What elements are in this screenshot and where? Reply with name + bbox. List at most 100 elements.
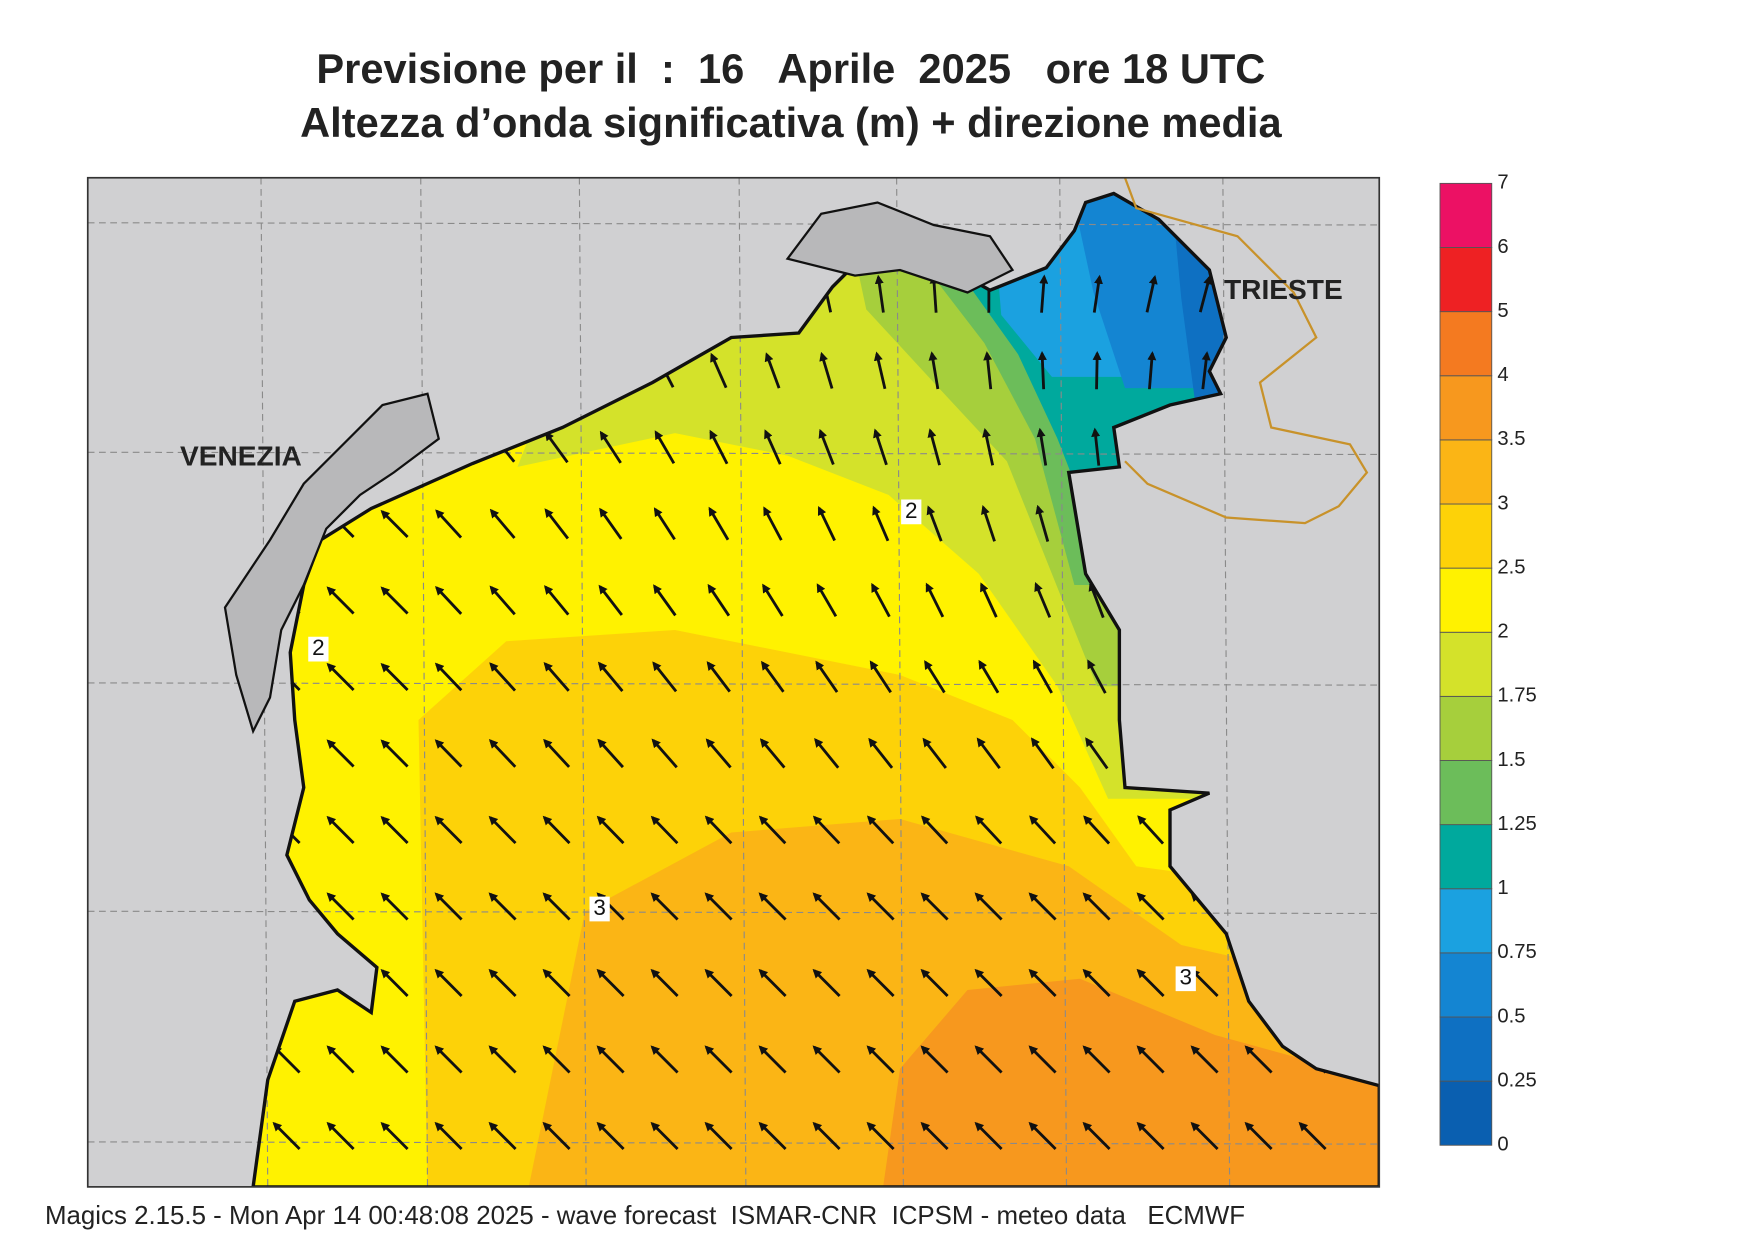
arrow bbox=[326, 1121, 355, 1150]
contour-label: 2 bbox=[312, 635, 325, 660]
arrow bbox=[814, 738, 840, 769]
colorbar-label: 5 bbox=[1497, 300, 1508, 322]
arrow bbox=[326, 1045, 355, 1074]
arrow bbox=[542, 968, 571, 997]
arrow bbox=[927, 428, 941, 466]
arrow bbox=[922, 737, 947, 769]
contour-label: 3 bbox=[593, 895, 606, 920]
arrow bbox=[596, 1121, 625, 1150]
lagoon bbox=[785, 201, 1015, 294]
arrow bbox=[1082, 968, 1111, 997]
arrow bbox=[815, 660, 839, 693]
arrow bbox=[758, 1045, 787, 1074]
arrow bbox=[764, 429, 782, 465]
arrow bbox=[920, 892, 949, 921]
colorbar-box bbox=[1439, 631, 1493, 697]
arrow bbox=[489, 508, 516, 539]
arrow bbox=[597, 738, 624, 769]
contour-label: 3 bbox=[1179, 965, 1192, 990]
arrow bbox=[434, 815, 463, 845]
arrow bbox=[652, 661, 678, 693]
arrow bbox=[326, 662, 355, 691]
colorbar-box bbox=[1439, 311, 1493, 377]
arrow bbox=[873, 351, 887, 390]
colorbar-label: 6 bbox=[1497, 236, 1508, 258]
colorbar-label: 2.5 bbox=[1497, 556, 1525, 578]
arrow bbox=[380, 662, 409, 691]
arrow bbox=[812, 1121, 841, 1150]
arrow bbox=[1091, 427, 1101, 466]
arrow bbox=[868, 737, 894, 769]
footer: Magics 2.15.5 - Mon Apr 14 00:48:08 2025… bbox=[45, 1202, 1245, 1230]
arrow bbox=[1136, 968, 1165, 997]
arrow bbox=[1145, 274, 1158, 313]
arrow bbox=[1082, 1121, 1111, 1150]
arrow bbox=[812, 892, 841, 921]
arrow bbox=[1034, 582, 1052, 618]
arrow bbox=[434, 662, 463, 692]
contour-label-box bbox=[1175, 966, 1196, 992]
arrow bbox=[1028, 1045, 1057, 1074]
arrow bbox=[762, 583, 784, 617]
arrow bbox=[488, 1045, 517, 1074]
arrow bbox=[1037, 351, 1047, 390]
colorbar-label: 0.5 bbox=[1497, 1005, 1525, 1027]
arrow bbox=[543, 738, 571, 768]
arrow bbox=[543, 661, 570, 692]
parallel bbox=[87, 910, 1380, 915]
arrow bbox=[763, 506, 783, 541]
arrow bbox=[596, 815, 625, 845]
arrow bbox=[488, 892, 517, 921]
parallel bbox=[87, 1141, 1380, 1145]
arrow bbox=[650, 1121, 679, 1150]
colorbar-label: 1.5 bbox=[1497, 749, 1525, 771]
lagoon bbox=[223, 392, 441, 735]
arrow bbox=[434, 1121, 463, 1150]
arrow bbox=[1039, 274, 1049, 313]
arrow bbox=[434, 968, 463, 997]
arrow bbox=[1036, 427, 1048, 466]
arrow bbox=[1029, 815, 1057, 845]
colorbar-label: 2 bbox=[1497, 621, 1508, 643]
arrow bbox=[653, 584, 677, 617]
arrow bbox=[1092, 274, 1103, 313]
wave-zone bbox=[883, 978, 1380, 1187]
colorbar-box bbox=[1439, 503, 1493, 569]
arrow bbox=[1028, 1121, 1057, 1150]
arrow bbox=[709, 429, 729, 465]
arrow bbox=[983, 351, 993, 390]
arrow bbox=[974, 1121, 1003, 1150]
arrow bbox=[1244, 1045, 1273, 1074]
title: Previsione per il : 16 Aprile 2025 ore 1… bbox=[316, 45, 1265, 92]
arrow bbox=[707, 583, 731, 617]
colorbar: 0 0.25 0.5 0.75 1 1.25 1.5 1.75 2 2.5 3 3.5 4 5 6 7 bbox=[1439, 172, 1537, 1156]
arrow bbox=[974, 1045, 1003, 1074]
arrow bbox=[975, 815, 1003, 845]
arrow bbox=[758, 892, 787, 921]
colorbar-label: 0.75 bbox=[1497, 941, 1536, 963]
arrow bbox=[488, 1121, 517, 1150]
arrow bbox=[1028, 892, 1057, 921]
arrow bbox=[974, 892, 1003, 921]
arrow bbox=[921, 815, 949, 845]
arrow bbox=[1083, 815, 1111, 845]
arrow bbox=[1137, 815, 1165, 845]
arrow bbox=[866, 968, 895, 997]
colorbar-label: 3 bbox=[1497, 492, 1508, 514]
arrow bbox=[920, 1121, 949, 1150]
colorbar-label: 7 bbox=[1497, 172, 1508, 194]
arrow bbox=[544, 431, 569, 464]
parallel bbox=[87, 222, 1380, 226]
arrow bbox=[1190, 1121, 1219, 1150]
arrow bbox=[1298, 1121, 1327, 1150]
colorbar-box bbox=[1439, 375, 1493, 441]
arrow bbox=[1201, 351, 1211, 390]
colorbar-box bbox=[1439, 824, 1493, 890]
colorbar-box bbox=[1439, 567, 1493, 633]
arrow bbox=[650, 815, 679, 845]
arrow bbox=[926, 505, 943, 542]
arrow bbox=[542, 1045, 571, 1074]
arrow bbox=[704, 968, 733, 997]
arrow bbox=[1082, 1045, 1111, 1074]
arrow bbox=[873, 428, 888, 466]
